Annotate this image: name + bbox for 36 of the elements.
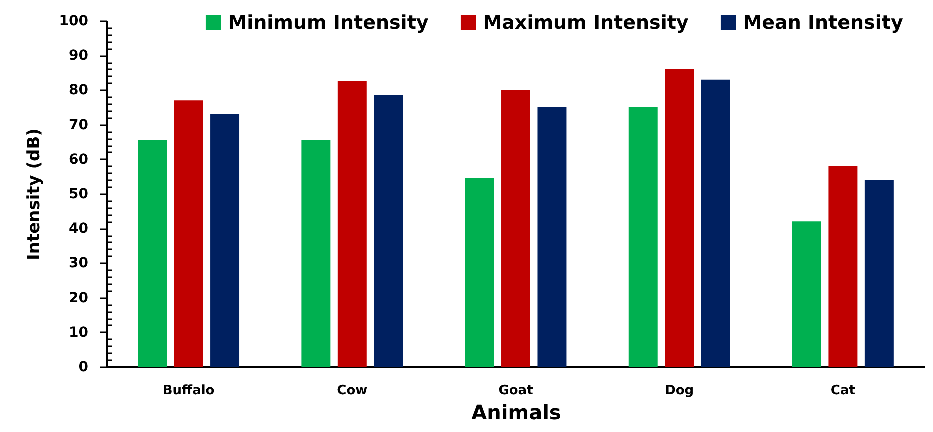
y-tick-label: 0 — [78, 360, 89, 376]
bar — [828, 166, 858, 367]
y-tick-label: 50 — [69, 186, 89, 202]
bar — [628, 108, 658, 367]
legend-label: Mean Intensity — [743, 12, 904, 34]
bar — [792, 222, 822, 367]
bar — [665, 69, 694, 367]
y-tick-label: 60 — [69, 152, 89, 168]
legend-label: Minimum Intensity — [228, 12, 430, 34]
bar — [174, 100, 204, 367]
bar — [864, 180, 894, 367]
x-tick-label: Goat — [498, 384, 534, 398]
bar — [502, 90, 530, 367]
bar — [465, 178, 494, 367]
x-tick-label: Dog — [665, 384, 694, 398]
y-axis-title: Intensity (dB) — [24, 128, 44, 260]
bar — [302, 140, 331, 367]
y-tick-label: 40 — [69, 221, 89, 238]
bar — [538, 108, 567, 367]
x-tick-label: Buffalo — [162, 384, 215, 398]
y-tick-label: 20 — [69, 290, 89, 306]
x-axis-title: Animals — [472, 400, 562, 424]
y-tick-label: 30 — [69, 256, 89, 272]
legend-label: Maximum Intensity — [483, 12, 690, 34]
bar — [210, 114, 240, 367]
y-tick-label: 100 — [59, 14, 89, 30]
y-tick-label: 70 — [69, 117, 89, 134]
y-tick-label: 80 — [69, 82, 89, 99]
x-tick-label: Cat — [830, 384, 856, 398]
y-tick-label: 10 — [69, 324, 89, 341]
bar — [374, 95, 404, 367]
bar — [138, 140, 168, 367]
x-tick-label: Cow — [337, 384, 368, 398]
y-tick-label: 90 — [69, 48, 89, 64]
bar — [338, 82, 367, 367]
bar — [701, 80, 730, 367]
